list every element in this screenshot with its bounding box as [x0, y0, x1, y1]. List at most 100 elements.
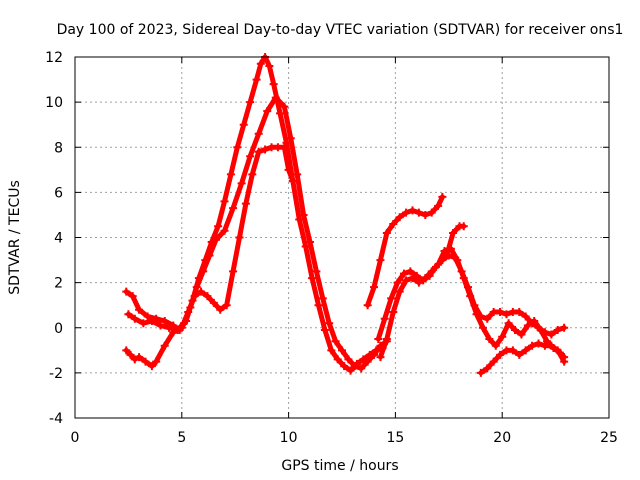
series-trace [444, 223, 467, 259]
data-point-marker [511, 326, 520, 335]
data-point-marker [229, 267, 238, 276]
x-tick-label: 25 [600, 430, 618, 446]
data-point-marker [427, 208, 436, 217]
data-point-marker [338, 346, 346, 355]
data-point-marker [286, 134, 295, 143]
data-point-marker [220, 197, 229, 206]
data-point-marker [254, 129, 263, 138]
data-point-marker [160, 316, 169, 325]
data-point-marker [508, 346, 517, 355]
data-point-marker [472, 310, 481, 319]
data-point-marker [190, 292, 199, 301]
y-tick-label: -4 [49, 411, 63, 427]
data-point-marker [496, 350, 505, 359]
data-point-marker [515, 307, 524, 316]
y-tick-label: 10 [45, 95, 63, 111]
data-point-marker [498, 332, 507, 341]
data-point-marker [530, 316, 539, 325]
series-trace [377, 246, 567, 360]
data-point-marker [130, 355, 139, 364]
data-point-marker [399, 269, 408, 278]
data-point-marker [156, 321, 165, 330]
data-point-marker [205, 251, 214, 260]
data-point-marker [449, 228, 458, 237]
data-point-marker [293, 170, 302, 179]
data-point-marker [496, 307, 505, 316]
data-point-marker [177, 323, 186, 332]
plot-frame [74, 56, 610, 419]
data-point-marker [141, 357, 150, 366]
data-point-marker [560, 357, 569, 366]
chart-title: Day 100 of 2023, Sidereal Day-to-day VTE… [57, 22, 624, 38]
data-point-marker [408, 274, 417, 283]
data-point-marker [139, 319, 148, 328]
data-points [122, 53, 569, 377]
data-point-marker [284, 165, 293, 174]
data-point-marker [246, 98, 255, 107]
data-point-marker [126, 350, 135, 359]
data-point-marker [528, 341, 537, 350]
data-point-marker [135, 353, 144, 362]
data-point-marker [350, 362, 359, 371]
data-point-marker [122, 346, 131, 355]
data-point-marker [160, 341, 169, 350]
data-point-marker [305, 238, 314, 247]
x-axis-label: GPS time / hours [281, 458, 398, 474]
data-point-marker [237, 179, 246, 188]
data-point-marker [265, 62, 274, 71]
data-point-marker [534, 339, 543, 348]
series-track-c [122, 143, 297, 371]
x-tick-label: 0 [71, 430, 80, 446]
data-point-marker [453, 256, 462, 265]
data-point-marker [434, 260, 443, 269]
data-point-marker [314, 301, 323, 310]
data-point-marker [389, 307, 398, 316]
data-point-marker [483, 314, 492, 323]
data-point-marker [235, 233, 244, 242]
data-point-marker [427, 267, 436, 276]
data-point-marker [327, 346, 336, 355]
data-point-marker [209, 298, 218, 307]
data-point-marker [466, 292, 475, 301]
data-point-marker [380, 314, 389, 323]
data-point-marker [502, 310, 511, 319]
data-point-marker [402, 276, 411, 285]
data-point-marker [459, 222, 468, 231]
data-point-marker [395, 287, 404, 296]
y-axis-label: SDTVAR / TECUs [7, 180, 23, 295]
data-point-marker [414, 278, 423, 287]
data-point-marker [560, 323, 569, 332]
data-point-marker [340, 362, 349, 371]
data-point-marker [263, 107, 272, 116]
data-point-marker [128, 292, 137, 301]
data-point-marker [239, 120, 248, 129]
data-point-marker [515, 350, 524, 359]
data-point-marker [246, 152, 255, 161]
data-point-marker [199, 267, 208, 276]
data-point-marker [169, 328, 178, 337]
data-point-marker [382, 335, 391, 344]
data-point-marker [476, 368, 485, 377]
data-point-marker [280, 143, 289, 152]
data-point-marker [312, 267, 321, 276]
data-point-marker [523, 321, 532, 330]
data-point-marker [517, 330, 526, 339]
data-point-marker [485, 335, 494, 344]
data-point-marker [184, 307, 193, 316]
data-point-marker [370, 350, 379, 359]
data-point-marker [414, 208, 423, 217]
data-point-marker [346, 366, 355, 375]
data-point-marker [135, 305, 144, 314]
data-point-marker [359, 355, 368, 364]
data-point-marker [376, 353, 385, 362]
x-tick-label: 20 [493, 430, 511, 446]
data-point-marker [382, 228, 391, 237]
data-point-marker [357, 364, 366, 373]
data-point-marker [203, 292, 212, 301]
data-point-marker [211, 235, 220, 244]
data-point-marker [308, 274, 317, 283]
data-point-marker [197, 287, 206, 296]
data-point-marker [152, 357, 161, 366]
data-point-marker [130, 314, 139, 323]
data-point-marker [320, 326, 329, 335]
